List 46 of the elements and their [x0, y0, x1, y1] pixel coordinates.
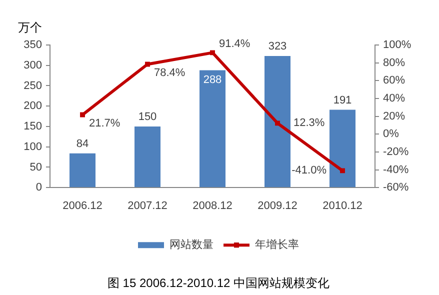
bar — [134, 126, 160, 188]
point — [145, 62, 150, 67]
legend-label: 网站数量 — [170, 238, 214, 252]
y-tick-label: 300 — [24, 59, 42, 72]
y-tick-label: 0 — [36, 182, 42, 194]
data-label: 21.7% — [89, 117, 120, 130]
data-label: 91.4% — [219, 38, 250, 50]
data-label: -41.0% — [292, 164, 327, 177]
x-tick-label: 2007.12 — [128, 200, 168, 212]
y2-tick-label: 60% — [383, 74, 406, 87]
x-tick-label: 2006.12 — [62, 200, 102, 212]
data-label: 84 — [76, 138, 89, 150]
y2-tick-label: -40% — [383, 164, 409, 176]
y2-tick-label: 100% — [383, 39, 412, 52]
bar — [264, 56, 290, 188]
bar — [330, 110, 356, 188]
data-label: 150 — [138, 111, 157, 124]
y2-tick-label: -60% — [383, 182, 409, 194]
y-tick-label: 150 — [24, 120, 42, 133]
data-label: 78.4% — [154, 66, 186, 79]
y2-tick-label: 40% — [383, 92, 406, 105]
y2-tick-label: 80% — [383, 56, 406, 69]
y2-tick-label: -20% — [383, 146, 409, 158]
y-tick-label: 100 — [24, 140, 42, 153]
text: 图 15 2006.12-2010.12 中国网站规模变化 — [107, 276, 330, 290]
y-tick-label: 50 — [30, 161, 42, 174]
point — [275, 120, 280, 126]
x-tick-label: 2008.12 — [192, 200, 232, 212]
x-tick-label: 2010.12 — [322, 200, 362, 212]
legend-label: 年增长率 — [255, 238, 299, 252]
y2-tick-label: 20% — [383, 110, 406, 122]
data-label: 191 — [333, 94, 352, 106]
bar — [200, 70, 226, 188]
data-label: 12.3% — [294, 117, 325, 130]
point — [210, 50, 215, 56]
data-label: 323 — [268, 40, 287, 53]
bar — [70, 153, 96, 188]
point — [340, 168, 345, 174]
y2-tick-label: 0% — [383, 128, 400, 140]
x-tick-label: 2009.12 — [258, 200, 298, 212]
y-tick-label: 250 — [24, 80, 42, 92]
point — [80, 112, 85, 118]
y-tick-label: 350 — [24, 39, 42, 52]
y-tick-label: 200 — [24, 100, 42, 112]
data-label: 288 — [203, 74, 222, 86]
y-axis-title: 万个 — [18, 20, 42, 34]
